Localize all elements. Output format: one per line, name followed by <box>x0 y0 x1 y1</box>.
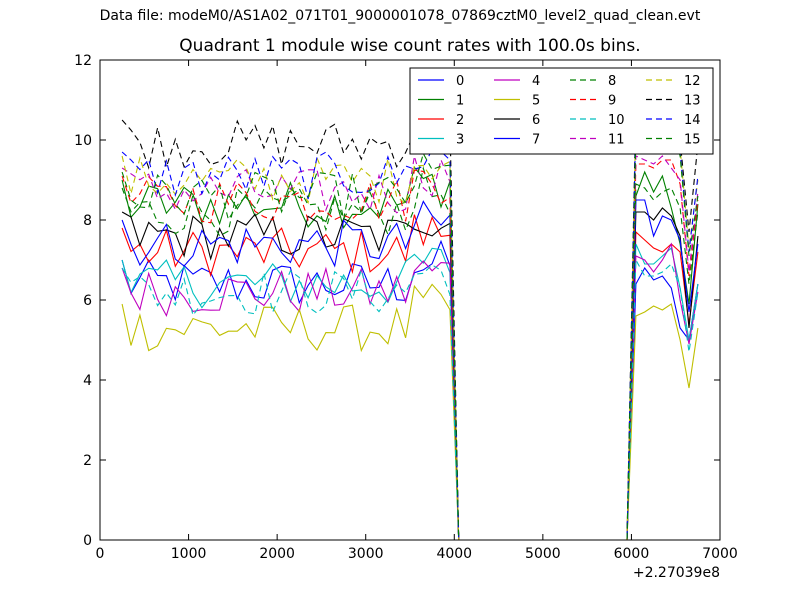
series-line-2 <box>121 214 699 541</box>
series-line-9 <box>121 159 699 541</box>
legend-label: 7 <box>532 133 540 148</box>
x-tick-label: 5000 <box>525 546 561 562</box>
legend-label: 4 <box>532 74 540 89</box>
series-line-10 <box>121 257 699 541</box>
series-lines <box>121 103 699 541</box>
x-tick-label: 7000 <box>702 546 738 562</box>
series-line-12 <box>121 115 699 541</box>
y-tick-label: 10 <box>74 133 92 149</box>
x-tick-label: 4000 <box>436 546 472 562</box>
legend-label: 3 <box>456 133 464 148</box>
axes: 0 1000 2000 3000 4000 5000 6000 7000024681012+2… <box>74 53 738 581</box>
series-line-11 <box>121 155 699 541</box>
series-line-5 <box>121 283 699 541</box>
series-line-15 <box>121 122 699 541</box>
legend-label: 9 <box>608 94 616 109</box>
y-tick-label: 12 <box>74 53 92 69</box>
series-line-1 <box>121 166 699 541</box>
x-tick-label: 2000 <box>259 546 295 562</box>
series-line-14 <box>121 119 699 541</box>
legend-label: 10 <box>608 113 625 128</box>
x-tick-label: 3000 <box>348 546 384 562</box>
legend-label: 5 <box>532 94 540 109</box>
y-tick-label: 2 <box>83 453 92 469</box>
legend-label: 1 <box>456 94 464 109</box>
legend-label: 8 <box>608 74 616 89</box>
legend-label: 15 <box>684 133 701 148</box>
y-tick-label: 8 <box>83 213 92 229</box>
legend-label: 2 <box>456 113 464 128</box>
legend-label: 6 <box>532 113 540 128</box>
x-offset-label: +2.27039e8 <box>633 565 720 581</box>
y-tick-label: 4 <box>83 373 92 389</box>
data-file-header: Data file: modeM0/AS1A02_071T01_90000010… <box>99 8 701 24</box>
chart-title: Quadrant 1 module wise count rates with … <box>179 36 641 56</box>
legend-label: 13 <box>684 94 701 109</box>
x-tick-label: 0 <box>96 546 105 562</box>
legend-label: 14 <box>684 113 701 128</box>
y-tick-label: 6 <box>83 293 92 309</box>
series-line-4 <box>121 242 699 541</box>
series-line-13 <box>121 103 699 541</box>
legend-label: 0 <box>456 74 464 89</box>
series-line-8 <box>121 166 699 541</box>
legend-box <box>409 67 714 155</box>
x-tick-label: 1000 <box>171 546 207 562</box>
y-tick-label: 0 <box>83 533 92 549</box>
legend-label: 12 <box>684 74 701 89</box>
x-tick-label: 6000 <box>614 546 650 562</box>
legend-label: 11 <box>608 133 625 148</box>
